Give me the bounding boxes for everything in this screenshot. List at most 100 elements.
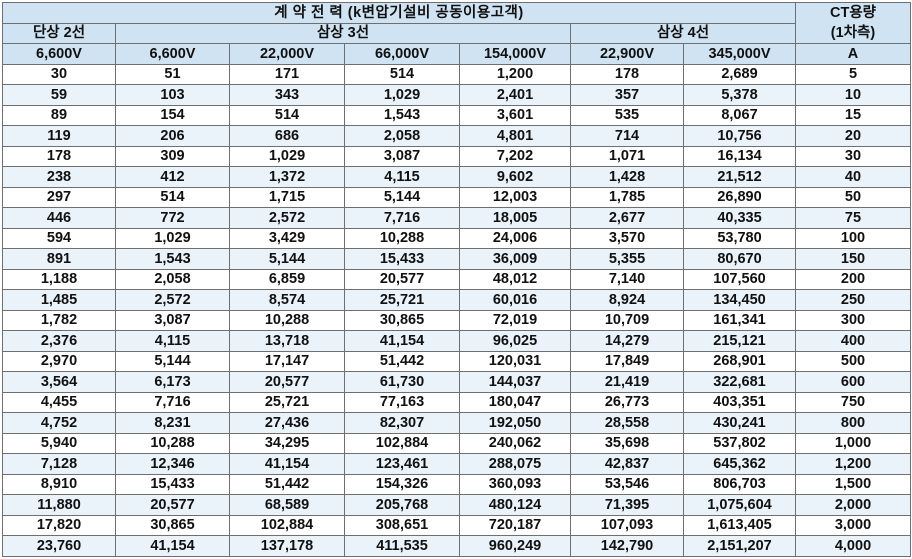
ct-capacity-cell: 1,500 bbox=[795, 473, 911, 495]
contract-power-cell: 103 bbox=[115, 84, 230, 106]
contract-power-cell: 36,009 bbox=[459, 248, 571, 270]
voltage-header: 22,000V bbox=[229, 43, 345, 65]
contract-power-cell: 180,047 bbox=[459, 391, 571, 413]
contract-power-cell: 686 bbox=[229, 125, 345, 147]
contract-power-cell: 5,355 bbox=[570, 248, 684, 270]
contract-power-cell: 2,572 bbox=[115, 289, 230, 311]
table-row: 2,970 5,144 17,147 51,442 120,031 17,849 268,9… bbox=[2, 350, 911, 372]
contract-power-cell: 4,752 bbox=[2, 412, 116, 434]
contract-power-cell: 17,147 bbox=[229, 350, 345, 372]
contract-power-cell: 1,613,405 bbox=[683, 514, 796, 536]
contract-power-cell: 645,362 bbox=[683, 453, 796, 475]
contract-power-cell: 215,121 bbox=[683, 330, 796, 352]
contract-power-cell: 308,651 bbox=[344, 514, 460, 536]
ct-capacity-cell: 5 bbox=[795, 63, 911, 85]
ct-capacity-cell: 75 bbox=[795, 207, 911, 229]
contract-power-cell: 7,128 bbox=[2, 453, 116, 475]
ct-capacity-cell: 1,200 bbox=[795, 453, 911, 475]
contract-power-cell: 51 bbox=[115, 63, 230, 85]
contract-power-cell: 1,029 bbox=[229, 145, 345, 167]
header-row-phase: 단상 2선 삼상 3선 삼상 4선 bbox=[2, 22, 911, 44]
contract-power-cell: 96,025 bbox=[459, 330, 571, 352]
contract-power-cell: 5,378 bbox=[683, 84, 796, 106]
contract-power-cell: 80,670 bbox=[683, 248, 796, 270]
contract-power-cell: 71,395 bbox=[570, 494, 684, 516]
contract-power-cell: 35,698 bbox=[570, 432, 684, 454]
ct-capacity-cell: 30 bbox=[795, 145, 911, 167]
contract-power-cell: 178 bbox=[2, 145, 116, 167]
contract-power-cell: 891 bbox=[2, 248, 116, 270]
contract-power-cell: 15,433 bbox=[115, 473, 230, 495]
table-row: 4,455 7,716 25,721 77,163 180,047 26,773 403,3… bbox=[2, 391, 911, 413]
table-row: 7,128 12,346 41,154 123,461 288,075 42,837 645… bbox=[2, 453, 911, 475]
contract-power-cell: 7,202 bbox=[459, 145, 571, 167]
contract-power-cell: 1,029 bbox=[344, 84, 460, 106]
table-row: 2,376 4,115 13,718 41,154 96,025 14,279 215,12… bbox=[2, 330, 911, 352]
contract-power-cell: 205,768 bbox=[344, 494, 460, 516]
contract-power-cell: 322,681 bbox=[683, 371, 796, 393]
contract-power-cell: 8,067 bbox=[683, 104, 796, 126]
ct-capacity-cell: 20 bbox=[795, 125, 911, 147]
ct-capacity-cell: 50 bbox=[795, 186, 911, 208]
contract-power-cell: 107,560 bbox=[683, 268, 796, 290]
ct-capacity-cell: 600 bbox=[795, 371, 911, 393]
table-row: 11,880 20,577 68,589 205,768 480,124 71,395 1,… bbox=[2, 494, 911, 516]
table-row: 891 1,543 5,144 15,433 36,009 5,355 80,670 150 bbox=[2, 248, 911, 270]
contract-power-cell: 343 bbox=[229, 84, 345, 106]
contract-power-cell: 1,075,604 bbox=[683, 494, 796, 516]
contract-power-cell: 53,546 bbox=[570, 473, 684, 495]
contract-power-cell: 2,151,207 bbox=[683, 535, 796, 557]
table-row: 17,820 30,865 102,884 308,651 720,187 107,093… bbox=[2, 514, 911, 536]
contract-power-cell: 12,003 bbox=[459, 186, 571, 208]
contract-power-cell: 20,577 bbox=[344, 268, 460, 290]
contract-power-cell: 268,901 bbox=[683, 350, 796, 372]
ct-capacity-title: CT용량 bbox=[829, 5, 876, 21]
contract-power-cell: 4,115 bbox=[115, 330, 230, 352]
contract-power-cell: 10,288 bbox=[115, 432, 230, 454]
contract-power-cell: 772 bbox=[115, 207, 230, 229]
contract-power-cell: 2,376 bbox=[2, 330, 116, 352]
contract-power-cell: 6,173 bbox=[115, 371, 230, 393]
contract-power-cell: 446 bbox=[2, 207, 116, 229]
contract-power-cell: 48,012 bbox=[459, 268, 571, 290]
contract-power-cell: 12,346 bbox=[115, 453, 230, 475]
contract-power-cell: 154 bbox=[115, 104, 230, 126]
contract-power-cell: 357 bbox=[570, 84, 684, 106]
contract-power-cell: 16,134 bbox=[683, 145, 796, 167]
contract-power-cell: 7,716 bbox=[115, 391, 230, 413]
contract-power-cell: 535 bbox=[570, 104, 684, 126]
contract-power-cell: 13,718 bbox=[229, 330, 345, 352]
contract-power-cell: 238 bbox=[2, 166, 116, 188]
voltage-header: 66,000V bbox=[344, 43, 460, 65]
contract-power-cell: 154,326 bbox=[344, 473, 460, 495]
contract-power-cell: 41,154 bbox=[229, 453, 345, 475]
contract-power-cell: 68,589 bbox=[229, 494, 345, 516]
contract-power-cell: 1,428 bbox=[570, 166, 684, 188]
contract-power-cell: 2,689 bbox=[683, 63, 796, 85]
table-row: 5,940 10,288 34,295 102,884 240,062 35,698 537… bbox=[2, 432, 911, 454]
contract-power-cell: 59 bbox=[2, 84, 116, 106]
contract-power-cell: 82,307 bbox=[344, 412, 460, 434]
contract-power-cell: 17,820 bbox=[2, 514, 116, 536]
contract-power-cell: 24,006 bbox=[459, 227, 571, 249]
header-row-voltage: 6,600V 6,600V 22,000V 66,000V 154,000V 2… bbox=[2, 43, 911, 65]
ct-capacity-cell: 100 bbox=[795, 227, 911, 249]
contract-power-cell: 240,062 bbox=[459, 432, 571, 454]
contract-power-cell: 89 bbox=[2, 104, 116, 126]
contract-power-cell: 18,005 bbox=[459, 207, 571, 229]
voltage-header: 22,900V bbox=[570, 43, 684, 65]
table-row: 178 309 1,029 3,087 7,202 1,071 16,134 30 bbox=[2, 145, 911, 167]
table-body: 30 51 171 514 1,200 178 2,689 5 59 103 343 1,029 2,4… bbox=[2, 63, 911, 557]
contract-power-cell: 8,910 bbox=[2, 473, 116, 495]
contract-power-cell: 9,602 bbox=[459, 166, 571, 188]
contract-power-cell: 26,890 bbox=[683, 186, 796, 208]
contract-power-cell: 3,087 bbox=[344, 145, 460, 167]
contract-power-cell: 6,859 bbox=[229, 268, 345, 290]
contract-power-cell: 10,709 bbox=[570, 309, 684, 331]
contract-power-cell: 42,837 bbox=[570, 453, 684, 475]
contract-power-cell: 26,773 bbox=[570, 391, 684, 413]
table-row: 297 514 1,715 5,144 12,003 1,785 26,890 50 bbox=[2, 186, 911, 208]
ct-capacity-cell: 750 bbox=[795, 391, 911, 413]
contract-power-cell: 1,485 bbox=[2, 289, 116, 311]
